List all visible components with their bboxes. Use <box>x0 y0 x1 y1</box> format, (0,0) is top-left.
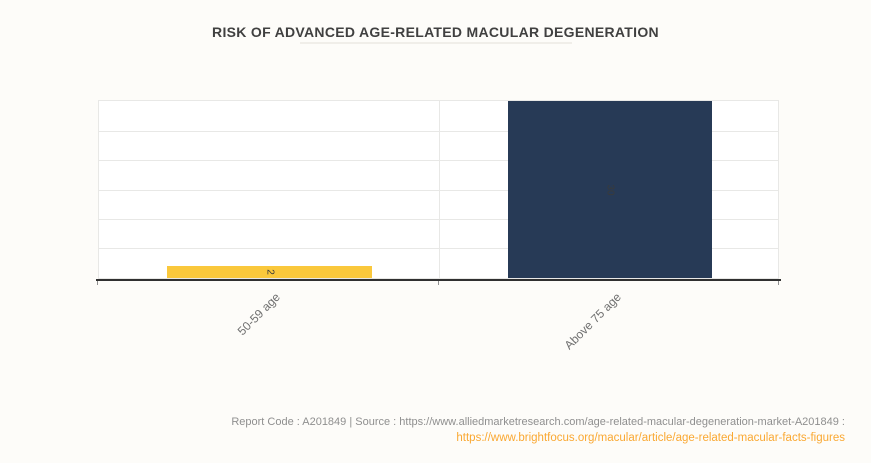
title-underline <box>299 42 572 44</box>
x-axis-line <box>96 279 781 281</box>
bar-50-59-age[interactable]: 2 <box>167 266 372 278</box>
chart-title: RISK OF ADVANCED AGE-RELATED MACULAR DEG… <box>212 24 659 40</box>
x-axis-label-above-75-age: Above 75 age <box>561 290 624 353</box>
bar-above-75-age[interactable]: 30 <box>508 101 712 278</box>
bar-value-label: 30 <box>604 183 616 196</box>
x-axis-tick <box>778 281 779 285</box>
category-divider-gridline <box>438 101 440 278</box>
plot-area: 2 30 <box>98 100 779 279</box>
report-code-and-source-text: Report Code : A201849 | Source : https:/… <box>231 416 845 428</box>
bar-value-label: 2 <box>264 269 275 275</box>
x-axis-tick <box>438 281 439 285</box>
x-axis-label-50-59-age: 50-59 age <box>234 290 283 339</box>
x-axis-tick <box>97 281 98 285</box>
footer: Report Code : A201849 | Source : https:/… <box>0 414 871 446</box>
brightfocus-source-link[interactable]: https://www.brightfocus.org/macular/arti… <box>456 432 845 444</box>
